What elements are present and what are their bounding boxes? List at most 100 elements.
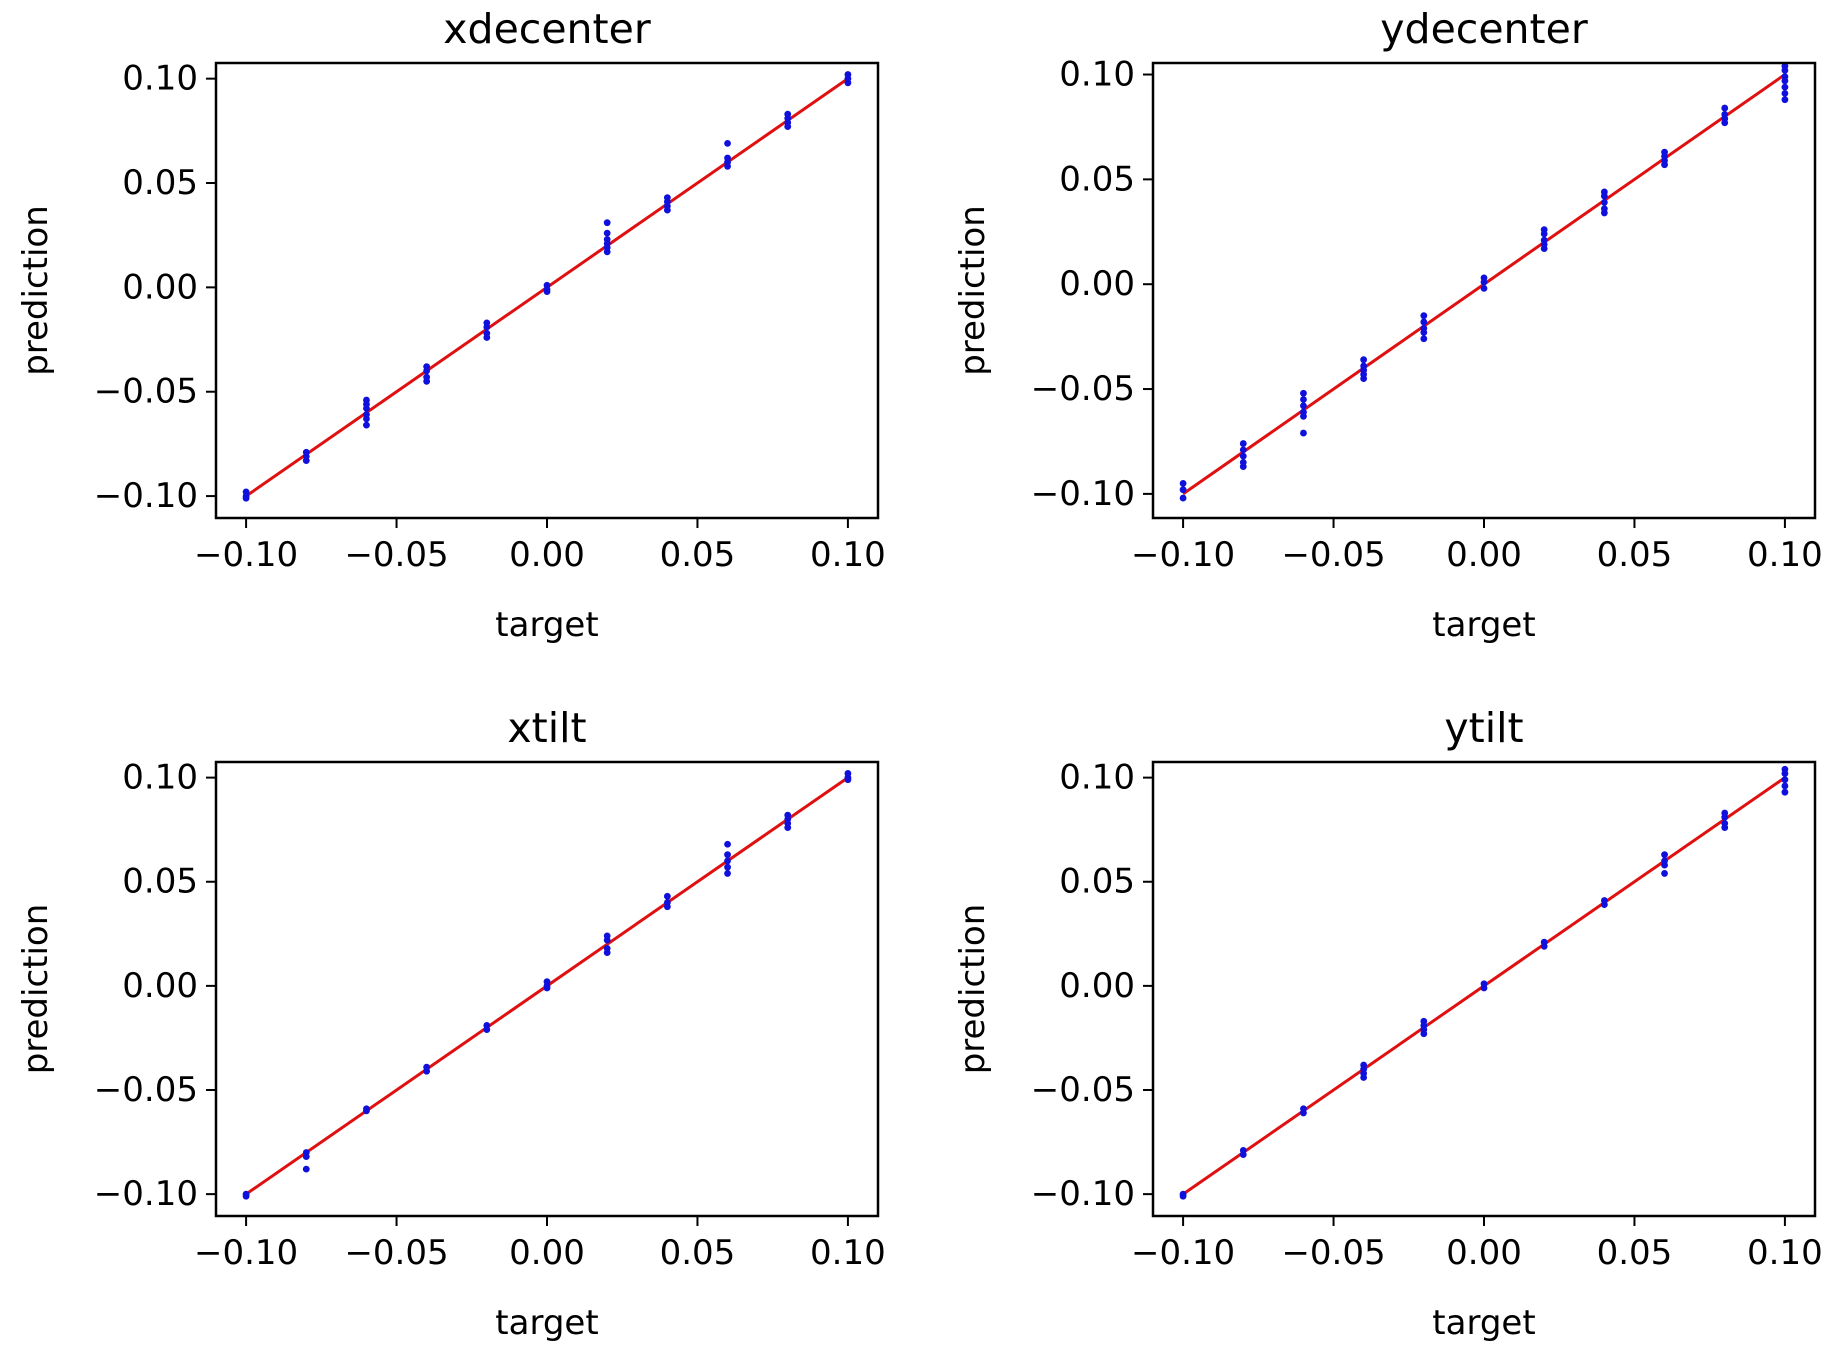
data-point <box>603 219 611 227</box>
data-point <box>663 903 671 911</box>
data-point <box>724 870 731 877</box>
data-point <box>784 824 792 832</box>
data-point <box>724 840 731 848</box>
data-point <box>1300 389 1307 397</box>
data-point <box>1420 312 1428 320</box>
subplot-ytilt: ytilt target prediction −0.10 −0.10 −0.05 −0.0… <box>953 704 1823 1343</box>
panel-title: xdecenter <box>443 5 651 53</box>
panel-title: ytilt <box>1444 704 1523 752</box>
x-tick-label: 0.05 <box>1597 1233 1673 1273</box>
data-point <box>724 857 731 865</box>
data-point <box>483 1026 491 1034</box>
data-point <box>1179 494 1187 502</box>
y-tick-label: 0.05 <box>122 862 198 902</box>
x-tick-label: 0.10 <box>810 1233 886 1273</box>
data-point <box>363 405 370 412</box>
x-tick-label: 0.05 <box>660 1233 736 1273</box>
data-point <box>1300 396 1307 403</box>
y-tick-label: 0.05 <box>122 163 198 203</box>
x-tick-label: −0.10 <box>1131 1233 1235 1273</box>
data-point <box>483 334 491 341</box>
y-tick-label: −0.05 <box>94 372 198 412</box>
y-tick-label: 0.05 <box>1059 159 1135 199</box>
x-axis-label: target <box>1432 1303 1535 1343</box>
data-point <box>1420 329 1428 336</box>
data-point <box>1781 90 1789 97</box>
data-point <box>1781 788 1789 796</box>
data-point <box>363 1107 370 1115</box>
data-point <box>363 421 370 429</box>
plot-frame <box>214 760 880 1218</box>
data-point <box>302 1153 310 1161</box>
y-tick-label: −0.10 <box>94 476 198 516</box>
y-tick-label: 0.05 <box>1059 862 1135 902</box>
data-point <box>1661 870 1668 877</box>
x-tick-label: −0.05 <box>344 1233 448 1273</box>
data-point <box>1239 440 1247 447</box>
data-point <box>302 1165 310 1173</box>
data-point <box>242 494 250 502</box>
data-point <box>1600 209 1608 217</box>
data-point <box>302 457 310 465</box>
data-point <box>1300 429 1307 437</box>
data-point <box>1179 1192 1187 1200</box>
data-point <box>1300 412 1307 420</box>
y-axis-label: prediction <box>16 205 56 376</box>
x-tick-label: 0.10 <box>810 535 886 575</box>
data-point <box>603 248 611 256</box>
data-point <box>1721 824 1729 832</box>
panel-title: xtilt <box>507 704 586 752</box>
data-point <box>1239 1151 1247 1158</box>
subplot-xdecenter: xdecenter target prediction −0.10 −0.10 −0.05… <box>16 5 886 645</box>
data-point <box>1239 446 1247 454</box>
y-tick-label: −0.05 <box>1031 1070 1135 1110</box>
y-tick-label: 0.00 <box>1059 264 1135 304</box>
data-point <box>724 139 731 147</box>
data-point <box>724 863 731 871</box>
data-point <box>1420 335 1428 343</box>
data-point <box>1239 452 1247 460</box>
x-tick-label: −0.05 <box>344 535 448 575</box>
data-point <box>423 367 431 375</box>
x-tick-label: 0.10 <box>1747 1233 1823 1273</box>
data-point <box>1661 851 1668 859</box>
y-tick-label: −0.10 <box>94 1174 198 1214</box>
data-point <box>1179 480 1187 487</box>
data-point <box>1540 942 1548 950</box>
data-point <box>1179 486 1187 494</box>
data-point <box>1600 901 1608 909</box>
data-point <box>242 1192 250 1200</box>
x-tick-label: 0.00 <box>1446 1233 1522 1273</box>
data-point <box>1540 245 1548 252</box>
x-axis-label: target <box>495 605 598 645</box>
data-point <box>1781 770 1789 777</box>
data-point <box>483 323 491 331</box>
plot-frame <box>214 61 880 520</box>
y-tick-label: 0.10 <box>1059 758 1135 798</box>
data-point <box>724 162 731 170</box>
data-point <box>663 206 671 214</box>
x-tick-label: 0.05 <box>660 535 736 575</box>
data-point <box>1480 278 1488 286</box>
data-point <box>1661 161 1668 169</box>
data-point <box>1480 285 1488 292</box>
x-tick-label: −0.10 <box>1131 535 1235 575</box>
data-point <box>1300 1109 1307 1117</box>
subplot-xtilt: xtilt target prediction −0.10 −0.10 −0.05 −0.0… <box>16 704 886 1343</box>
data-point <box>1360 1074 1368 1081</box>
data-point <box>603 949 611 956</box>
x-tick-label: −0.10 <box>194 535 298 575</box>
plot-frame <box>1151 760 1817 1218</box>
y-tick-label: 0.00 <box>1059 966 1135 1006</box>
x-tick-label: 0.10 <box>1747 535 1823 575</box>
data-point <box>1600 192 1608 200</box>
data-point <box>1781 776 1789 784</box>
y-tick-label: −0.10 <box>1031 474 1135 514</box>
data-point <box>1781 782 1789 790</box>
x-tick-label: −0.10 <box>194 1233 298 1273</box>
y-tick-label: 0.10 <box>122 758 198 798</box>
data-point <box>423 1067 431 1075</box>
data-point <box>1781 77 1789 85</box>
data-point <box>1300 402 1307 410</box>
